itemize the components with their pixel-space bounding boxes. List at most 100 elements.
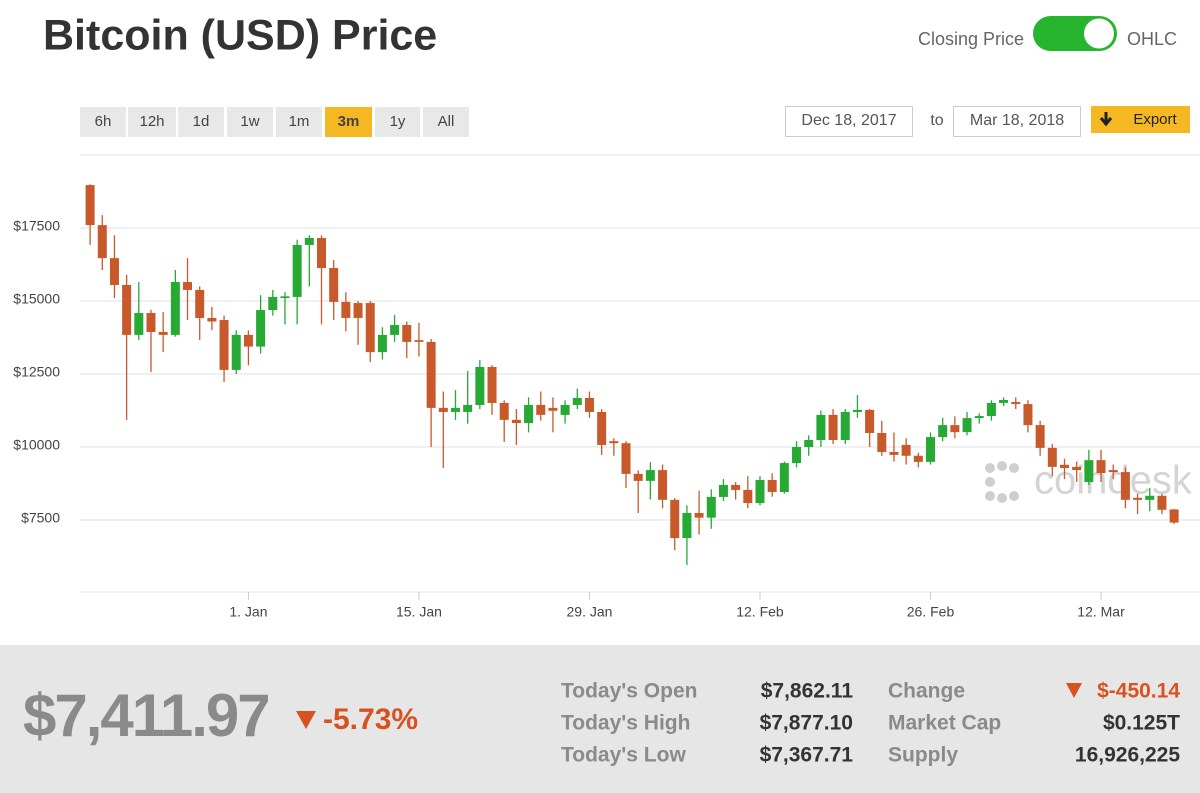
candle-body: [718, 484, 728, 497]
candle-body: [706, 496, 716, 518]
candle-body: [938, 425, 948, 438]
candle-body: [1169, 509, 1179, 523]
y-tick-label: $12500: [13, 364, 60, 380]
candle-body: [390, 324, 400, 335]
candle-body: [170, 282, 180, 335]
y-tick-label: $10000: [13, 437, 60, 453]
candle-body: [1145, 495, 1155, 500]
down-arrow: [296, 711, 316, 729]
candle-body: [219, 319, 229, 370]
toggle-knob: [1084, 18, 1114, 49]
range-button[interactable]: [325, 107, 372, 137]
candle-body: [292, 244, 302, 297]
stat-value: $7,367.71: [760, 744, 854, 767]
toggle-label[interactable]: Closing Price: [918, 29, 1024, 49]
info-label: Market Cap: [888, 712, 1001, 735]
candle-body: [694, 512, 704, 518]
candle-body: [572, 397, 582, 405]
candle-body: [475, 367, 485, 405]
candle-body: [231, 334, 241, 370]
candle-body: [1047, 447, 1057, 467]
logo-dot: [997, 461, 1007, 471]
candle-body: [1011, 402, 1021, 405]
candle-body: [536, 404, 546, 415]
down-arrow: [1066, 683, 1082, 698]
candle-body: [816, 414, 826, 440]
candle-body: [1096, 460, 1106, 473]
logo-dot: [985, 491, 995, 501]
candle-body: [779, 463, 789, 492]
range-label: 1y: [390, 113, 406, 130]
candle-body: [511, 419, 521, 424]
candle-body: [341, 301, 351, 318]
range-button[interactable]: [178, 107, 224, 137]
candle-body: [207, 317, 217, 322]
candle-body: [852, 409, 862, 412]
candle-body: [377, 334, 387, 353]
candle-body: [317, 237, 327, 269]
candle-body: [584, 397, 594, 412]
range-button[interactable]: [423, 107, 469, 137]
page-title: Bitcoin (USD) Price: [43, 11, 437, 59]
candle-body: [597, 411, 607, 445]
date-separator: to: [930, 112, 943, 129]
candle-body: [122, 284, 132, 335]
toggle-label[interactable]: OHLC: [1127, 29, 1177, 49]
candle-body: [560, 404, 570, 415]
range-button[interactable]: [375, 107, 420, 137]
logo-dot: [985, 463, 995, 473]
range-button[interactable]: [80, 107, 126, 137]
range-button[interactable]: [227, 107, 273, 137]
candle-body: [804, 439, 814, 448]
range-label: 1d: [193, 113, 210, 130]
candle-body: [913, 455, 923, 462]
candle-body: [365, 303, 375, 353]
candle-body: [414, 340, 424, 342]
candle-body: [828, 414, 838, 440]
export-label: Export: [1133, 111, 1177, 128]
date-to: Mar 18, 2018: [970, 112, 1064, 129]
date-input[interactable]: [953, 106, 1081, 137]
candle-body: [755, 479, 765, 504]
watermark-logo: [985, 461, 1019, 503]
candle-body: [1157, 495, 1167, 510]
x-tick-label: 12. Mar: [1077, 604, 1125, 620]
candle-body: [304, 237, 314, 245]
candle-body: [243, 334, 253, 347]
candle-body: [962, 418, 972, 433]
stat-value: $7,877.10: [760, 712, 853, 735]
candle-body: [183, 282, 193, 290]
candle-body: [950, 425, 960, 433]
candle-body: [1072, 466, 1082, 471]
range-button[interactable]: [128, 107, 176, 137]
range-button[interactable]: [276, 107, 322, 137]
date-input[interactable]: [785, 106, 913, 137]
range-label: All: [438, 113, 455, 130]
range-label: 12h: [139, 113, 164, 130]
x-tick-label: 26. Feb: [907, 604, 955, 620]
candle-body: [402, 324, 412, 342]
range-label: 1w: [240, 113, 259, 130]
candle-body: [658, 470, 668, 500]
candle-body: [1059, 464, 1069, 469]
candle-body: [256, 310, 266, 347]
range-label: 6h: [95, 113, 112, 130]
candle-body: [438, 407, 448, 412]
candle-body: [926, 437, 936, 462]
candle-body: [1023, 404, 1033, 426]
candle-body: [877, 432, 887, 452]
range-label: 3m: [338, 113, 360, 130]
stat-label: Today's High: [561, 712, 690, 735]
candle-body: [487, 367, 497, 403]
candle-body: [743, 489, 753, 504]
x-tick-label: 12. Feb: [736, 604, 784, 620]
candle-body: [353, 303, 363, 318]
candle-body: [1084, 460, 1094, 483]
y-tick-label: $17500: [13, 218, 60, 234]
candle-body: [840, 411, 850, 440]
info-label: Supply: [888, 744, 958, 767]
current-price: $7,411.97: [23, 682, 269, 749]
candle-body: [426, 341, 436, 408]
